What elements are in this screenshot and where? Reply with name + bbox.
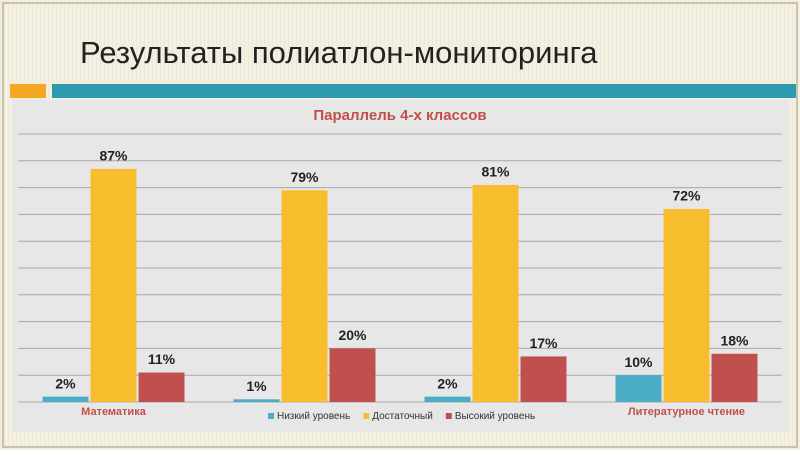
bar	[424, 396, 471, 402]
accent-bar	[52, 84, 796, 98]
data-label: 2%	[55, 375, 76, 391]
chart-title: Параллель 4-х классов	[313, 107, 486, 124]
data-label: 10%	[624, 354, 653, 370]
data-label: 11%	[148, 351, 176, 367]
x-tick-label: Литературное чтение	[628, 406, 745, 418]
bar	[520, 356, 567, 402]
legend-swatch	[268, 413, 274, 419]
legend-label: Достаточный	[372, 411, 433, 422]
data-label: 2%	[437, 375, 458, 391]
bar	[90, 168, 137, 402]
bar	[329, 348, 376, 402]
legend-swatch	[445, 413, 452, 419]
data-label: 17%	[529, 335, 558, 351]
data-label: 87%	[99, 148, 128, 164]
x-tick-label: Математика	[81, 406, 147, 418]
bar	[138, 372, 185, 402]
bar	[663, 209, 710, 402]
data-label: 79%	[290, 169, 319, 185]
bar	[711, 353, 758, 402]
bar	[615, 375, 662, 402]
data-label: 72%	[672, 188, 701, 204]
accent-block	[10, 84, 46, 98]
data-label: 1%	[246, 378, 267, 394]
bar	[281, 190, 328, 402]
bar	[472, 184, 519, 402]
slide-border	[2, 2, 798, 448]
bar	[233, 399, 280, 402]
legend-label: Высокий уровень	[455, 411, 535, 422]
legend-label: Низкий уровень	[277, 411, 350, 422]
data-label: 81%	[481, 164, 510, 180]
legend-swatch	[363, 413, 370, 419]
data-label: 18%	[720, 332, 749, 348]
slide-title: Результаты полиатлон-мониторинга	[80, 35, 598, 70]
data-label: 20%	[338, 327, 367, 343]
bar	[42, 396, 89, 402]
